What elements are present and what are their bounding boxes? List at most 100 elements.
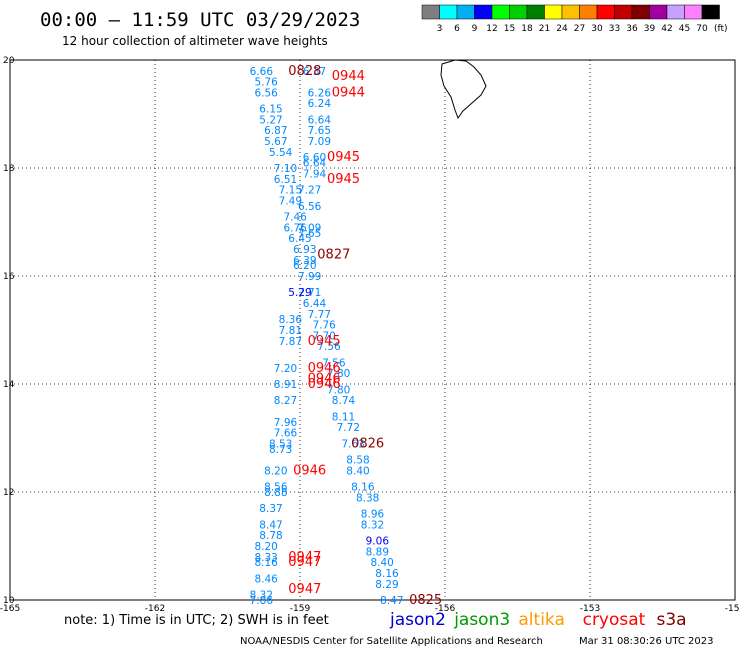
color-scale-tick: 45 xyxy=(679,24,690,34)
satellite-altika: altika xyxy=(518,610,565,630)
plot-frame xyxy=(9,59,736,601)
wave-height-value: 7.86 xyxy=(250,595,274,607)
x-tick-label: -153 xyxy=(580,604,600,614)
color-scale-tick: 42 xyxy=(661,24,672,34)
x-tick-label: -156 xyxy=(435,604,456,614)
y-tick-label: 20 xyxy=(3,56,15,66)
wave-height-value: 6.26 xyxy=(308,87,332,99)
wave-height-value: 7.56 xyxy=(322,357,346,369)
color-swatch xyxy=(491,4,510,20)
y-tick-label: 10 xyxy=(3,596,15,606)
color-scale-tick: 21 xyxy=(539,24,550,34)
color-scale-tick: 6 xyxy=(454,24,460,34)
pass-time-label: 0946 xyxy=(308,377,341,392)
pass-time-label: 0946 xyxy=(293,463,326,478)
wave-height-value: 5.67 xyxy=(264,136,287,148)
grid-lines xyxy=(10,60,735,600)
color-scale-tick: 33 xyxy=(609,24,620,34)
color-swatch xyxy=(684,4,703,20)
wave-height-value: 8.20 xyxy=(254,541,277,553)
y-tick-label: 16 xyxy=(3,272,15,282)
color-swatch xyxy=(526,4,545,20)
wave-height-value: 7.80 xyxy=(327,384,350,396)
wave-height-value: 7.72 xyxy=(337,422,360,434)
wave-height-value: 8.74 xyxy=(332,395,356,407)
satellite-jason2: jason2 xyxy=(389,610,446,630)
pass-time-label: 0945 xyxy=(308,334,341,349)
color-swatch xyxy=(439,4,458,20)
wave-height-value: 8.88 xyxy=(264,487,287,499)
wave-height-value: 5.54 xyxy=(269,147,293,159)
wave-height-value: 7.71 xyxy=(298,287,321,299)
chart-subtitle: 12 hour collection of altimeter wave hei… xyxy=(62,34,328,48)
wave-height-value: 6.64 xyxy=(303,158,327,170)
color-swatch xyxy=(421,4,440,20)
wave-height-value: 8.46 xyxy=(254,573,278,585)
wave-height-value: 7.63 xyxy=(341,438,364,450)
color-scale-tick: 12 xyxy=(486,24,497,34)
pass-time-label: 0827 xyxy=(317,247,350,262)
color-scale-tick: 18 xyxy=(521,24,533,34)
pass-time-label: 0944 xyxy=(332,69,365,84)
wave-height-value: 7.65 xyxy=(308,125,331,137)
wave-height-value: 6.76 xyxy=(283,222,307,234)
pass-time-label: 0947 xyxy=(288,550,321,565)
pass-time-label: 0826 xyxy=(351,436,384,451)
wave-height-value: 6.66 xyxy=(250,66,274,78)
wave-height-value: 7.56 xyxy=(317,341,341,353)
x-tick-label: -159 xyxy=(290,604,311,614)
wave-height-labels: 6.665.766.566.155.276.875.675.547.106.51… xyxy=(250,64,443,608)
color-scale-tick: 70 xyxy=(696,24,708,34)
wave-height-value: 6.37 xyxy=(303,66,326,78)
wave-height-value: 6.15 xyxy=(259,104,282,116)
wave-height-value: 8.56 xyxy=(264,482,288,494)
y-tick-label: 12 xyxy=(3,488,14,498)
color-swatch xyxy=(544,4,563,20)
wave-height-value: 8.47 xyxy=(380,595,403,607)
pass-time-label: 0947 xyxy=(288,555,321,570)
wave-height-value: 8.32 xyxy=(250,590,273,602)
color-swatch xyxy=(701,4,720,20)
wave-height-value: 6.45 xyxy=(288,233,311,245)
wave-height-value: 7.99 xyxy=(298,271,321,283)
wave-height-value: 8.20 xyxy=(264,465,287,477)
color-scale-tick: 3 xyxy=(437,24,443,34)
wave-height-value: 8.96 xyxy=(361,509,385,521)
wave-height-value: 6.64 xyxy=(308,114,332,126)
wave-height-value: 7.81 xyxy=(279,325,302,337)
color-swatch xyxy=(596,4,615,20)
wave-height-value: 7.46 xyxy=(283,212,307,224)
wave-height-value: 7.27 xyxy=(298,185,321,197)
color-swatch xyxy=(579,4,598,20)
y-axis-ticks: 10 12 14 16 18 20 xyxy=(3,56,15,606)
wave-height-value: 8.73 xyxy=(269,444,292,456)
footer-note: note: 1) Time is in UTC; 2) SWH is in fe… xyxy=(64,613,329,628)
wave-height-value: 8.37 xyxy=(259,503,282,515)
pass-time-label: 0946 xyxy=(308,361,341,376)
wave-height-value: 8.16 xyxy=(351,482,375,494)
pass-time-label: 0945 xyxy=(327,150,360,165)
wave-height-value: 8.11 xyxy=(332,411,355,423)
satellite-legend: jason2 jason3 altika cryosat s3a xyxy=(389,610,687,630)
pass-time-label: 0946 xyxy=(308,372,341,387)
pass-time-label: 0947 xyxy=(288,582,321,597)
color-scale-tick: 27 xyxy=(574,24,585,34)
wave-height-value: 7.94 xyxy=(303,168,327,180)
x-tick-label: -162 xyxy=(145,604,165,614)
wave-height-value: 7.76 xyxy=(312,320,336,332)
wave-height-value: 8.32 xyxy=(361,519,384,531)
wave-height-value: 8.40 xyxy=(346,465,369,477)
color-swatch xyxy=(509,4,528,20)
wave-height-value: 8.91 xyxy=(274,379,297,391)
color-scale-unit: (ft) xyxy=(714,24,728,34)
wave-height-value: 6.44 xyxy=(303,298,327,310)
pass-time-label: 0945 xyxy=(327,172,360,187)
y-tick-label: 18 xyxy=(3,164,15,174)
color-scale-tick: 24 xyxy=(556,24,568,34)
wave-height-value: 7.87 xyxy=(279,336,302,348)
color-scale-tick: 39 xyxy=(644,24,656,34)
wave-height-value: 7.49 xyxy=(279,195,302,207)
color-scale-tick: 36 xyxy=(626,24,638,34)
wave-height-value: 8.40 xyxy=(370,557,393,569)
wave-height-value: 6.87 xyxy=(264,125,287,137)
